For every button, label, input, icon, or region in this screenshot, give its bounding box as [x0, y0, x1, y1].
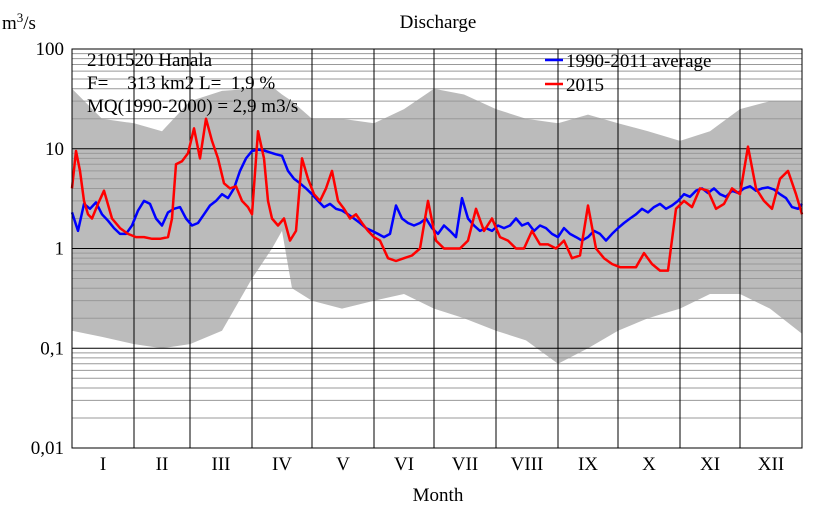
y-axis-label: m3/s [2, 10, 36, 34]
station-info: 2101520 Hanala F= 313 km2 L= 1,9 % MQ(19… [87, 50, 298, 117]
x-tick-label: II [156, 454, 169, 475]
y-tick-label: 1 [55, 239, 65, 260]
y-tick-label: 100 [36, 39, 65, 60]
x-axis-label: Month [413, 485, 464, 506]
legend: 1990-2011 average 2015 [545, 51, 711, 96]
series-line-0 [70, 148, 803, 242]
x-tick-label: VIII [511, 454, 544, 475]
x-tick-label: VII [452, 454, 478, 475]
x-tick-label: IX [578, 454, 598, 475]
x-tick-label: X [642, 454, 656, 475]
grid [72, 48, 802, 449]
x-tick-label: XII [758, 454, 784, 475]
x-tick-label: IV [272, 454, 292, 475]
series-lines [70, 117, 804, 272]
x-tick-label: VI [394, 454, 414, 475]
station-area: F= 313 km2 L= 1,9 % [87, 73, 275, 94]
y-tick-label: 0,01 [31, 438, 64, 459]
plot-frame [71, 48, 803, 449]
series-line-1 [70, 117, 804, 272]
legend-label-average: 1990-2011 average [566, 51, 711, 72]
station-name: 2101520 Hanala [87, 50, 213, 71]
range-band [72, 86, 802, 364]
y-tick-label: 0,1 [40, 338, 64, 359]
x-tick-label: I [100, 454, 106, 475]
x-tick-label: XI [700, 454, 720, 475]
y-tick-label: 10 [45, 139, 64, 160]
station-mean-discharge: MQ(1990-2000) = 2,9 m3/s [87, 96, 298, 117]
x-tick-label: V [336, 454, 350, 475]
legend-label-2015: 2015 [566, 75, 604, 96]
x-tick-label: III [212, 454, 231, 475]
min-max-range [72, 86, 802, 364]
chart-title: Discharge [400, 12, 477, 33]
